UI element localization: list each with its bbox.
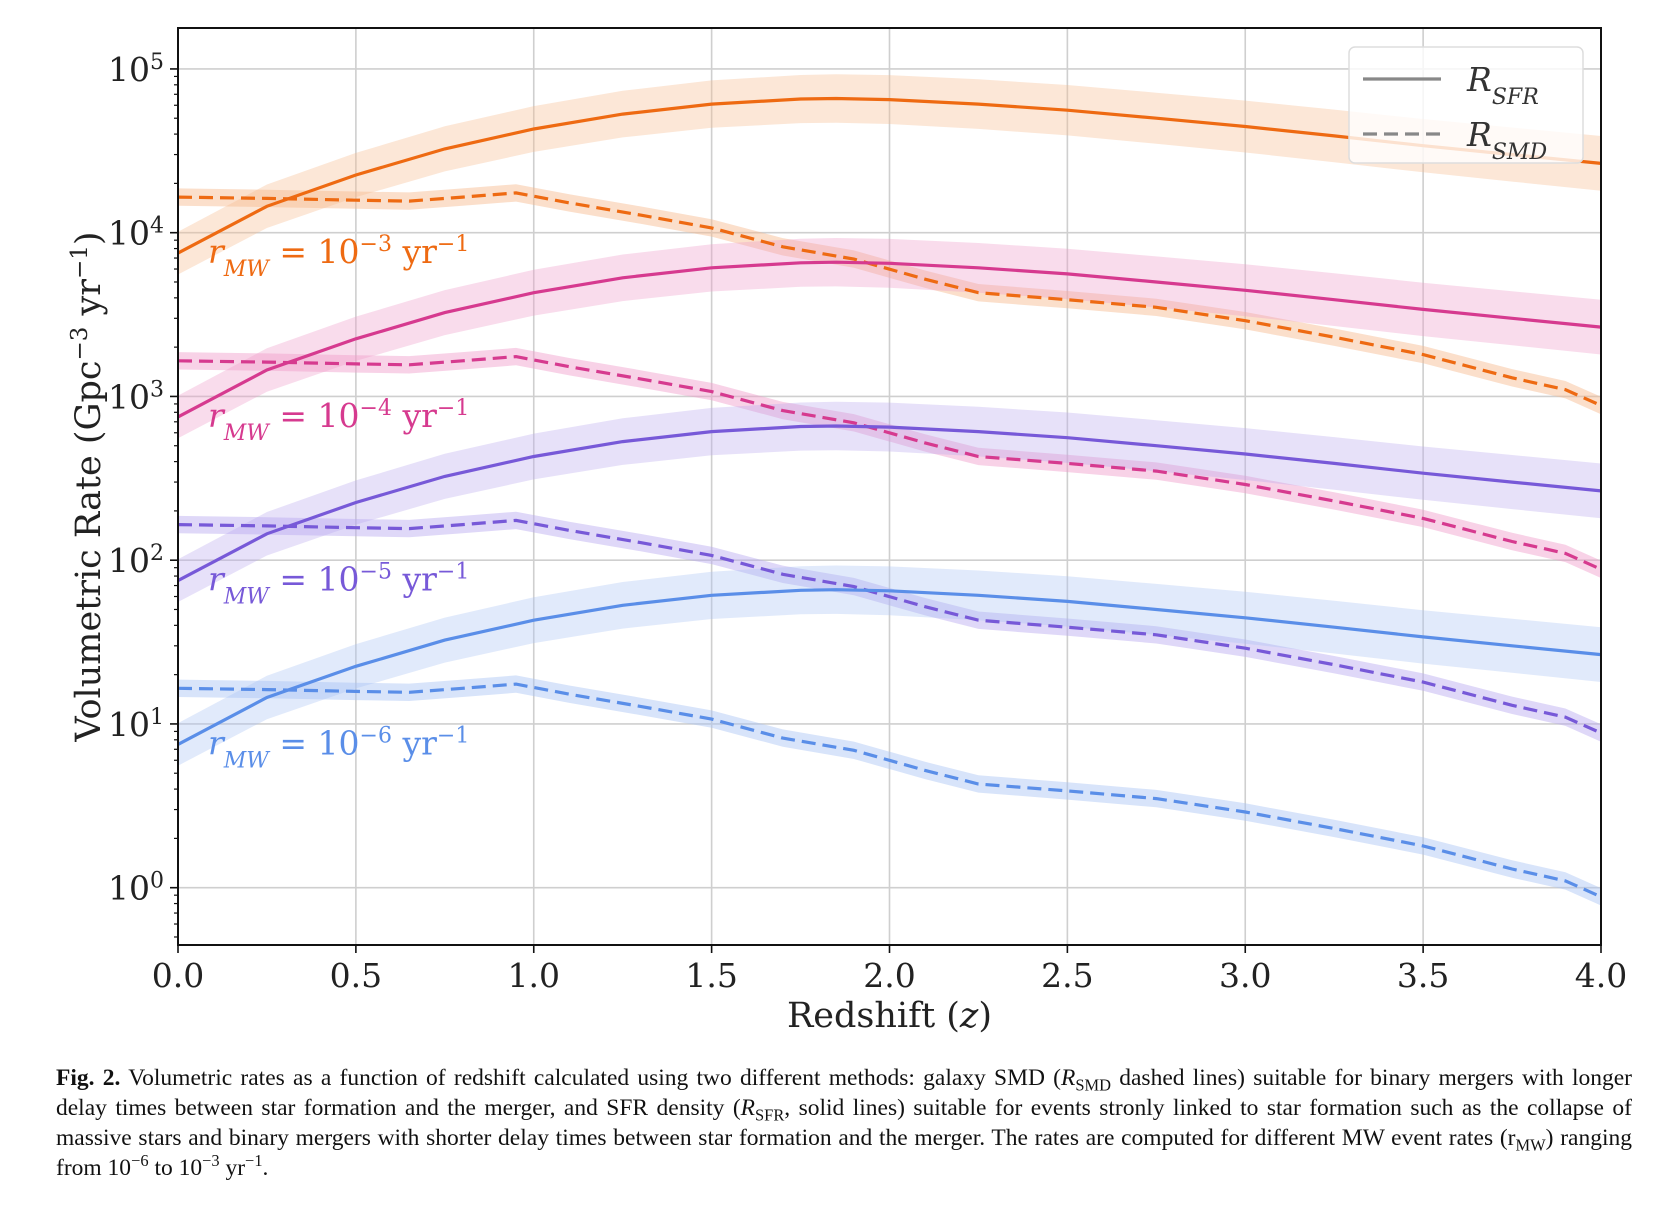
caption-sub: SFR — [755, 1105, 785, 1125]
sfr-line — [177, 424, 1602, 583]
legend-label: RSFR — [1466, 60, 1539, 110]
caption-symbol: R — [740, 1095, 756, 1121]
axis-ticks: 0.0 0.5 1.0 1.5 2.0 2.5 3.0 3.5 4.0 100 101 102 103 1… — [108, 49, 1627, 995]
series-label: rMW = 10−6 yr−1 — [208, 723, 469, 773]
smd-band — [178, 184, 1601, 415]
x-tick-label: 3.0 — [1219, 956, 1271, 995]
caption-text: ) ranging from 10 — [56, 1125, 1632, 1181]
figure-caption: Fig. 2. Volumetric rates as a function o… — [56, 1063, 1632, 1183]
caption-sub: MW — [1515, 1135, 1546, 1155]
smd-line — [177, 191, 1602, 407]
sfr-line — [177, 260, 1602, 419]
series-lines — [177, 96, 1602, 899]
caption-text: yr — [219, 1155, 246, 1181]
caption-text: , solid lines) suitable for events stron… — [56, 1095, 1632, 1151]
uncertainty-bands — [178, 74, 1601, 906]
smd-line — [177, 518, 1602, 735]
x-tick-label: 3.5 — [1397, 956, 1449, 995]
x-tick-label: 4.0 — [1575, 956, 1627, 995]
y-tick-label: 105 — [108, 49, 164, 89]
series-label: rMW = 10−4 yr−1 — [208, 395, 469, 445]
caption-sup: −3 — [202, 1151, 220, 1171]
series-label: rMW = 10−3 yr−1 — [208, 232, 469, 282]
caption-sup: −6 — [131, 1151, 149, 1171]
x-tick-label: 1.0 — [508, 956, 560, 995]
sfr-band — [178, 565, 1601, 766]
caption-text: . — [262, 1155, 269, 1181]
x-tick-label: 0.0 — [152, 956, 204, 995]
y-tick-label: 102 — [108, 541, 164, 581]
chart: rMW = 10−3 yr−1 rMW = 10−4 yr−1 rMW = 10−5… — [67, 27, 1627, 1036]
sfr-band — [178, 238, 1601, 439]
series-label: rMW = 10−5 yr−1 — [208, 559, 469, 609]
y-tick-label: 101 — [108, 704, 164, 744]
smd-band — [178, 675, 1601, 906]
smd-band — [178, 511, 1601, 742]
caption-text: to 10 — [148, 1155, 203, 1181]
x-axis-title: Redshift (z) — [787, 996, 992, 1036]
caption-label: Fig. 2. — [56, 1065, 121, 1091]
legend-label: RSMD — [1466, 115, 1547, 165]
x-tick-label: 2.0 — [863, 956, 915, 995]
sfr-band — [178, 401, 1601, 602]
y-axis-title: Volumetric Rate (Gpc−3 yr−1) — [67, 231, 109, 742]
x-tick-label: 0.5 — [330, 956, 382, 995]
caption-text: Volumetric rates as a function of redshi… — [120, 1065, 1062, 1091]
caption-sup: −1 — [245, 1151, 263, 1171]
sfr-line — [177, 588, 1602, 746]
smd-line — [177, 354, 1602, 571]
smd-band — [178, 347, 1601, 578]
x-tick-label: 1.5 — [685, 956, 737, 995]
caption-sub: SMD — [1075, 1075, 1112, 1095]
sfr-band — [178, 74, 1601, 275]
series-labels: rMW = 10−3 yr−1 rMW = 10−4 yr−1 rMW = 10−5… — [208, 232, 469, 773]
y-tick-label: 100 — [108, 868, 164, 908]
caption-symbol: R — [1061, 1065, 1076, 1091]
legend-box — [1348, 46, 1584, 164]
x-tick-label: 2.5 — [1041, 956, 1093, 995]
smd-line — [177, 682, 1602, 899]
grid — [177, 28, 1602, 945]
y-tick-label: 103 — [108, 377, 164, 417]
y-tick-label: 104 — [108, 213, 164, 253]
caption-text: dashed lines) suitable for binary merger… — [56, 1065, 1632, 1121]
